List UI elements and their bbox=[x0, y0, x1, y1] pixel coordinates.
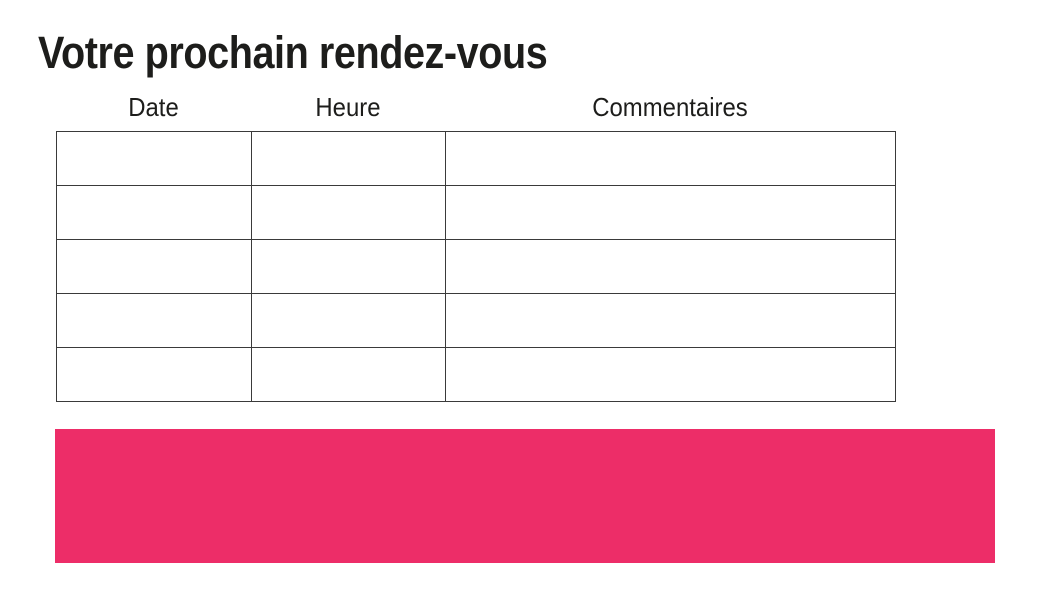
table-row bbox=[56, 131, 896, 186]
column-header-commentaires: Commentaires bbox=[592, 92, 748, 122]
cell-heure[interactable] bbox=[251, 131, 446, 186]
cell-commentaires[interactable] bbox=[445, 347, 896, 402]
cell-commentaires[interactable] bbox=[445, 239, 896, 294]
cell-commentaires[interactable] bbox=[445, 185, 896, 240]
cell-heure[interactable] bbox=[251, 293, 446, 348]
appointments-table-body bbox=[56, 131, 896, 402]
table-column-headers: Date Heure Commentaires bbox=[56, 92, 895, 123]
appointments-table bbox=[56, 131, 896, 402]
cell-commentaires[interactable] bbox=[445, 131, 896, 186]
appointments-section: Date Heure Commentaires bbox=[56, 92, 896, 402]
table-row bbox=[56, 347, 896, 402]
cell-commentaires[interactable] bbox=[445, 293, 896, 348]
table-row bbox=[56, 239, 896, 294]
cell-date[interactable] bbox=[56, 293, 252, 348]
cell-heure[interactable] bbox=[251, 239, 446, 294]
cell-date[interactable] bbox=[56, 239, 252, 294]
table-row bbox=[56, 293, 896, 348]
column-header-date: Date bbox=[128, 92, 179, 122]
page-title: Votre prochain rendez-vous bbox=[38, 27, 548, 78]
pink-banner bbox=[55, 429, 995, 563]
table-row bbox=[56, 185, 896, 240]
cell-date[interactable] bbox=[56, 131, 252, 186]
cell-date[interactable] bbox=[56, 185, 252, 240]
column-header-heure: Heure bbox=[315, 92, 381, 122]
cell-heure[interactable] bbox=[251, 185, 446, 240]
cell-heure[interactable] bbox=[251, 347, 446, 402]
cell-date[interactable] bbox=[56, 347, 252, 402]
